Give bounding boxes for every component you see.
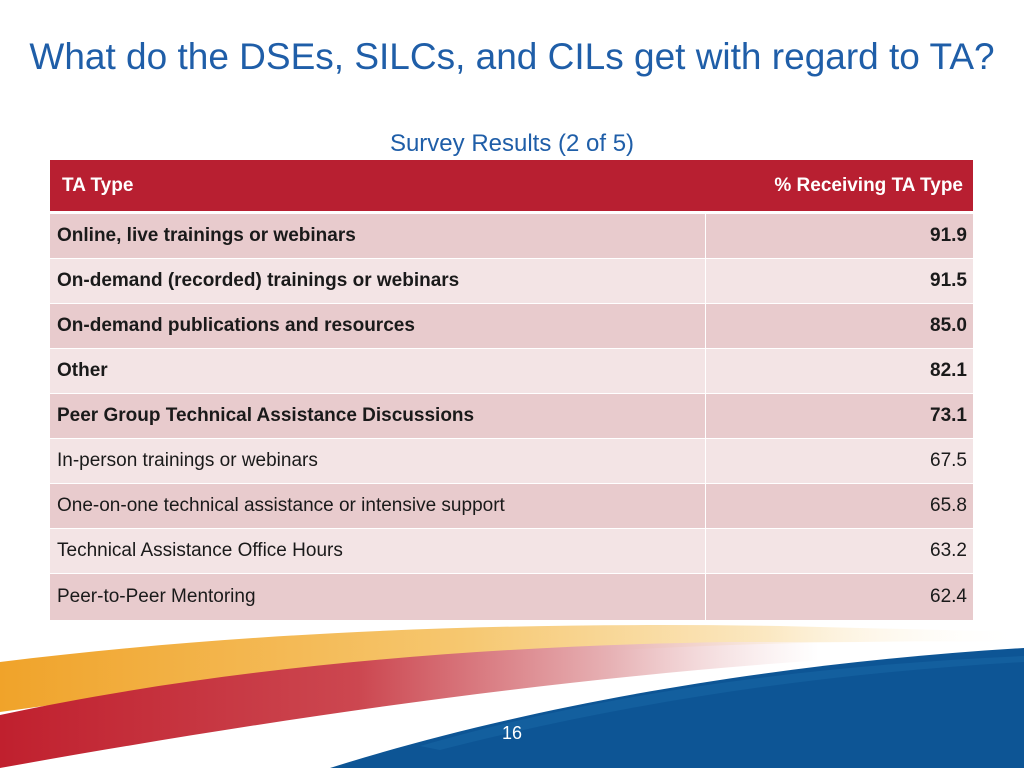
page-number: 16 (501, 723, 523, 743)
table-row: Peer Group Technical Assistance Discussi… (50, 393, 973, 439)
ta-type-table: TA Type % Receiving TA Type Online, live… (50, 160, 973, 621)
table-row: Technical Assistance Office Hours 63.2 (50, 528, 973, 574)
table-header-row: TA Type % Receiving TA Type (50, 160, 973, 214)
percent-cell: 62.4 (705, 573, 973, 621)
blue-swoosh-top-shade (420, 656, 1024, 750)
ta-type-cell: Other (50, 348, 706, 394)
red-swoosh (0, 642, 1024, 768)
table-body: Online, live trainings or webinars 91.9 On… (50, 212, 973, 621)
ta-type-cell: On-demand (recorded) trainings or webina… (50, 258, 706, 304)
ta-type-cell: Online, live trainings or webinars (50, 212, 706, 259)
footer-swoosh-graphic (0, 625, 1024, 768)
orange-swoosh (0, 625, 1024, 712)
percent-cell: 63.2 (705, 528, 973, 574)
percent-cell: 65.8 (705, 483, 973, 529)
table-row: Other 82.1 (50, 348, 973, 394)
slide-title: What do the DSEs, SILCs, and CILs get wi… (29, 36, 995, 77)
ta-type-cell: One-on-one technical assistance or inten… (50, 483, 706, 529)
table-row: On-demand publications and resources 85.0 (50, 303, 973, 349)
ta-type-cell: In-person trainings or webinars (50, 438, 706, 484)
slide-subtitle: Survey Results (2 of 5) (389, 130, 635, 157)
table-row: On-demand (recorded) trainings or webina… (50, 258, 973, 304)
table-row: In-person trainings or webinars 67.5 (50, 438, 973, 484)
ta-type-cell: Technical Assistance Office Hours (50, 528, 706, 574)
percent-cell: 91.9 (705, 212, 973, 259)
percent-cell: 73.1 (705, 393, 973, 439)
header-percent-receiving: % Receiving TA Type (705, 160, 973, 214)
percent-cell: 85.0 (705, 303, 973, 349)
blue-swoosh (330, 648, 1024, 768)
header-ta-type: TA Type (50, 160, 705, 214)
table-row: Online, live trainings or webinars 91.9 (50, 212, 973, 259)
table-row: One-on-one technical assistance or inten… (50, 483, 973, 529)
ta-type-cell: Peer Group Technical Assistance Discussi… (50, 393, 706, 439)
ta-type-cell: Peer-to-Peer Mentoring (50, 573, 706, 621)
ta-type-cell: On-demand publications and resources (50, 303, 706, 349)
percent-cell: 67.5 (705, 438, 973, 484)
percent-cell: 82.1 (705, 348, 973, 394)
table-row: Peer-to-Peer Mentoring 62.4 (50, 573, 973, 621)
percent-cell: 91.5 (705, 258, 973, 304)
